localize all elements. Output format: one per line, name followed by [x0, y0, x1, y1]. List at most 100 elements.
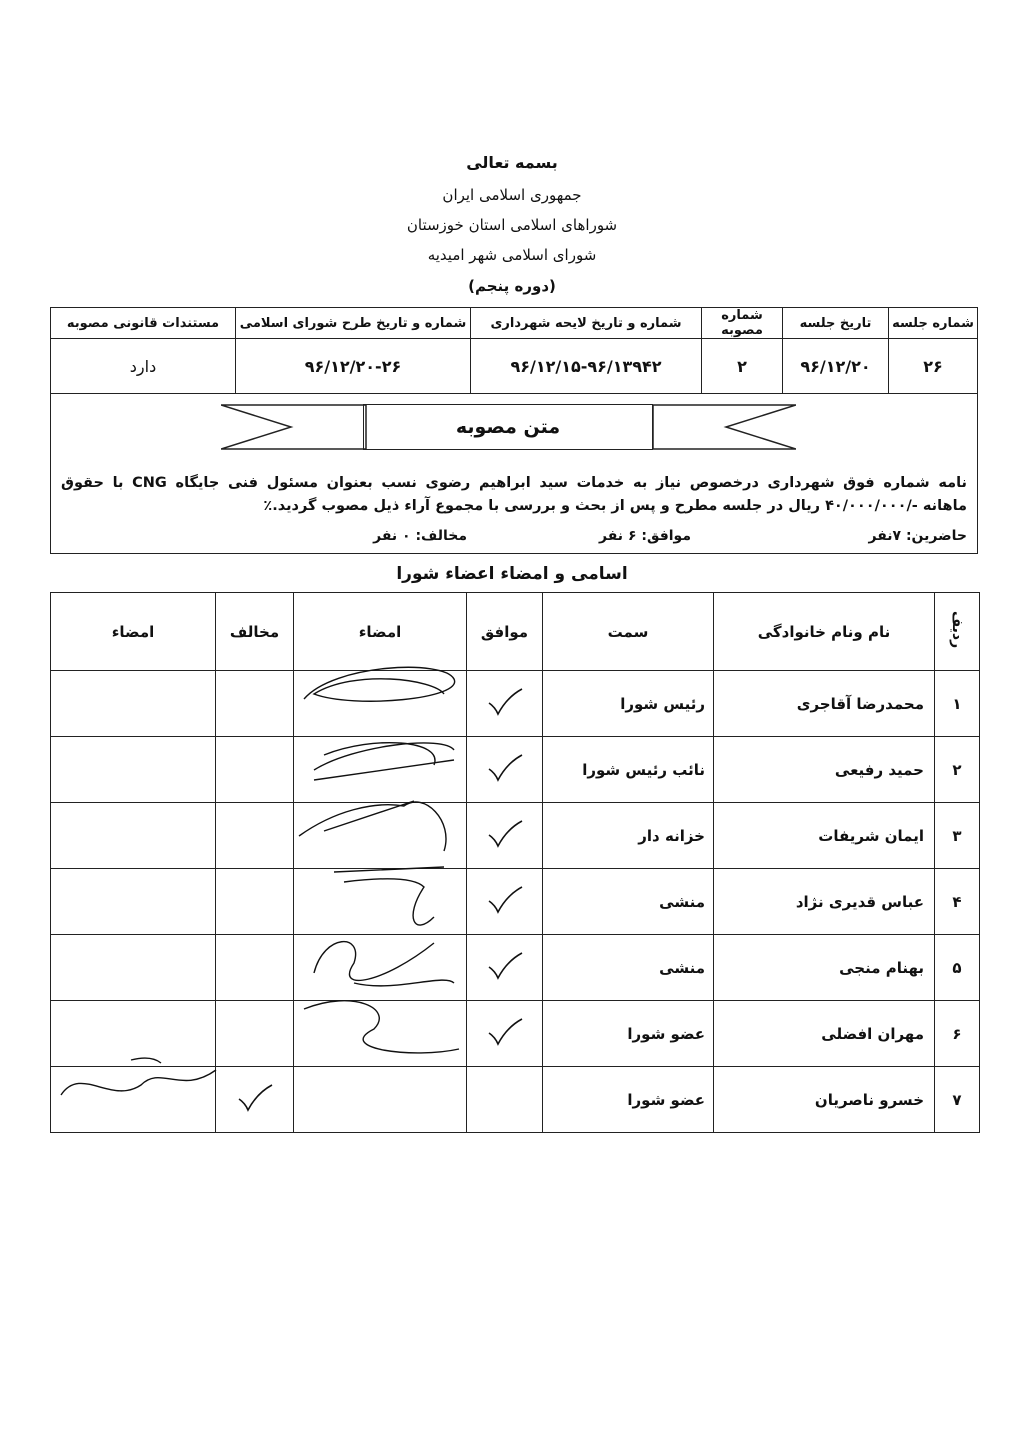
member-row: ۷ خسرو ناصریان عضو شورا [50, 1057, 980, 1133]
col-agree: موافق [466, 592, 543, 671]
checkmark-icon [488, 819, 522, 848]
resolution-text-line2: ماهانه -/۴۰/۰۰۰/۰۰۰ ریال در جلسه مطرح و … [263, 498, 967, 514]
member-name: ایمان شریفات [713, 802, 935, 869]
resolution-title: متن مصوبه [363, 404, 653, 450]
members-table: ردیف نام ونام خانوادگی سمت موافق امضاء م… [50, 592, 980, 1133]
header-city-council: شورای اسلامی شهر امیدیه [427, 246, 597, 264]
member-name: مهران افضلی [713, 1000, 935, 1067]
row-number: ۴ [934, 868, 980, 935]
session-date: ۹۶/۱۲/۲۰ [782, 338, 889, 394]
checkmark-icon [238, 1083, 272, 1112]
oppose-cell [215, 934, 294, 1001]
header-province-council: شوراهای اسلامی استان خوزستان [406, 216, 618, 234]
col-row: ردیف [949, 610, 965, 649]
oppose-cell [215, 736, 294, 803]
oppose-signature-cell [50, 934, 216, 1001]
oppose-count: مخالف: ۰ نفر [373, 528, 467, 544]
oppose-signature-cell [50, 736, 216, 803]
checkmark-icon [488, 1017, 522, 1046]
agree-cell [466, 934, 543, 1001]
member-role: عضو شورا [542, 1066, 714, 1133]
col-signature-oppose: امضاء [50, 592, 216, 671]
present-count: حاضرین: ۷نفر [868, 528, 967, 544]
agree-signature-cell [293, 934, 467, 1001]
agree-signature-cell [293, 1000, 467, 1067]
member-name: خسرو ناصریان [713, 1066, 935, 1133]
agree-signature-cell [293, 666, 467, 737]
members-section-title: اسامی و امضاء اعضاء شورا [396, 564, 628, 584]
oppose-cell [215, 802, 294, 869]
signature-icon [313, 940, 455, 987]
member-row: ۴ عباس قدیری نژاد منشی [50, 866, 980, 935]
oppose-signature-cell [50, 1057, 217, 1133]
member-role: منشی [542, 868, 714, 935]
member-role: خزانه دار [542, 802, 714, 869]
checkmark-icon [488, 753, 522, 782]
checkmark-icon [488, 951, 522, 980]
resolution-box: متن مصوبه نامه شماره فوق شهرداری درخصوص … [50, 390, 978, 554]
agree-cell [466, 802, 543, 869]
signature-icon [60, 1057, 217, 1096]
row-number: ۶ [934, 1000, 980, 1067]
member-row: ۶ مهران افضلی عضو شورا [50, 1000, 980, 1067]
oppose-signature-cell [50, 670, 216, 737]
summary-table: شماره جلسه تاریخ جلسه شماره مصوبه شماره … [50, 307, 978, 394]
member-role: نائب رئیس شورا [542, 736, 714, 803]
resolution-number: ۲ [701, 338, 783, 394]
agree-cell [466, 736, 543, 803]
signature-icon [303, 1000, 460, 1054]
col-session-date: تاریخ جلسه [782, 307, 889, 339]
session-number: ۲۶ [888, 338, 978, 394]
col-resolution-number: شماره مصوبه [701, 307, 783, 339]
member-role: رئیس شورا [542, 670, 714, 737]
signature-icon [313, 742, 455, 781]
member-role: عضو شورا [542, 1000, 714, 1067]
oppose-cell [215, 670, 294, 737]
agree-signature-cell [293, 1066, 467, 1133]
member-name: حمید رفیعی [713, 736, 935, 803]
col-role: سمت [542, 592, 714, 671]
col-oppose: مخالف [215, 592, 294, 671]
row-number: ۱ [934, 670, 980, 737]
row-number: ۲ [934, 736, 980, 803]
member-name: بهنام منجی [713, 934, 935, 1001]
member-row: ۱ محمدرضا آقاجری رئیس شورا [50, 666, 980, 737]
col-plan-number: شماره و تاریخ طرح شورای اسلامی [235, 307, 471, 339]
oppose-cell [215, 868, 294, 935]
member-name: عباس قدیری نژاد [713, 868, 935, 935]
oppose-signature-cell [50, 802, 216, 869]
banner-arrows-icon [221, 404, 796, 450]
oppose-cell [215, 1000, 294, 1067]
oppose-signature-cell [50, 1000, 216, 1067]
checkmark-icon [488, 687, 522, 716]
member-name: محمدرضا آقاجری [713, 670, 935, 737]
agree-signature-cell [293, 736, 467, 803]
member-row: ۳ ایمان شریفات خزانه دار [50, 800, 980, 869]
signature-icon [303, 666, 456, 702]
col-bill-number: شماره و تاریخ لایحه شهرداری [470, 307, 702, 339]
agree-signature-cell [293, 866, 467, 935]
oppose-cell [215, 1066, 294, 1133]
resolution-text-line1: نامه شماره فوق شهرداری درخصوص نیاز به خد… [61, 475, 967, 491]
agree-cell [466, 1066, 543, 1133]
legal-docs: دارد [50, 338, 236, 394]
col-session-number: شماره جلسه [888, 307, 978, 339]
header-term: (دوره پنجم) [468, 277, 556, 295]
plan-number: ۹۶/۱۲/۲۰-۲۶ [235, 338, 471, 394]
row-number: ۳ [934, 802, 980, 869]
col-name: نام ونام خانوادگی [713, 592, 935, 671]
checkmark-icon [488, 885, 522, 914]
agree-cell [466, 670, 543, 737]
vote-summary: حاضرین: ۷نفر موافق: ۶ نفر مخالف: ۰ نفر [67, 528, 967, 552]
signature-icon [333, 866, 445, 926]
oppose-signature-cell [50, 868, 216, 935]
member-role: منشی [542, 934, 714, 1001]
agree-count: موافق: ۶ نفر [599, 528, 691, 544]
resolution-banner: متن مصوبه [221, 404, 796, 450]
member-row: ۲ حمید رفیعی نائب رئیس شورا [50, 736, 980, 803]
bill-number: ۹۶/۱۲/۱۵-۹۶/۱۳۹۴۲ [470, 338, 702, 394]
agree-cell [466, 1000, 543, 1067]
row-number: ۵ [934, 934, 980, 1001]
col-signature-agree: امضاء [293, 592, 467, 671]
member-row: ۵ بهنام منجی منشی [50, 934, 980, 1001]
